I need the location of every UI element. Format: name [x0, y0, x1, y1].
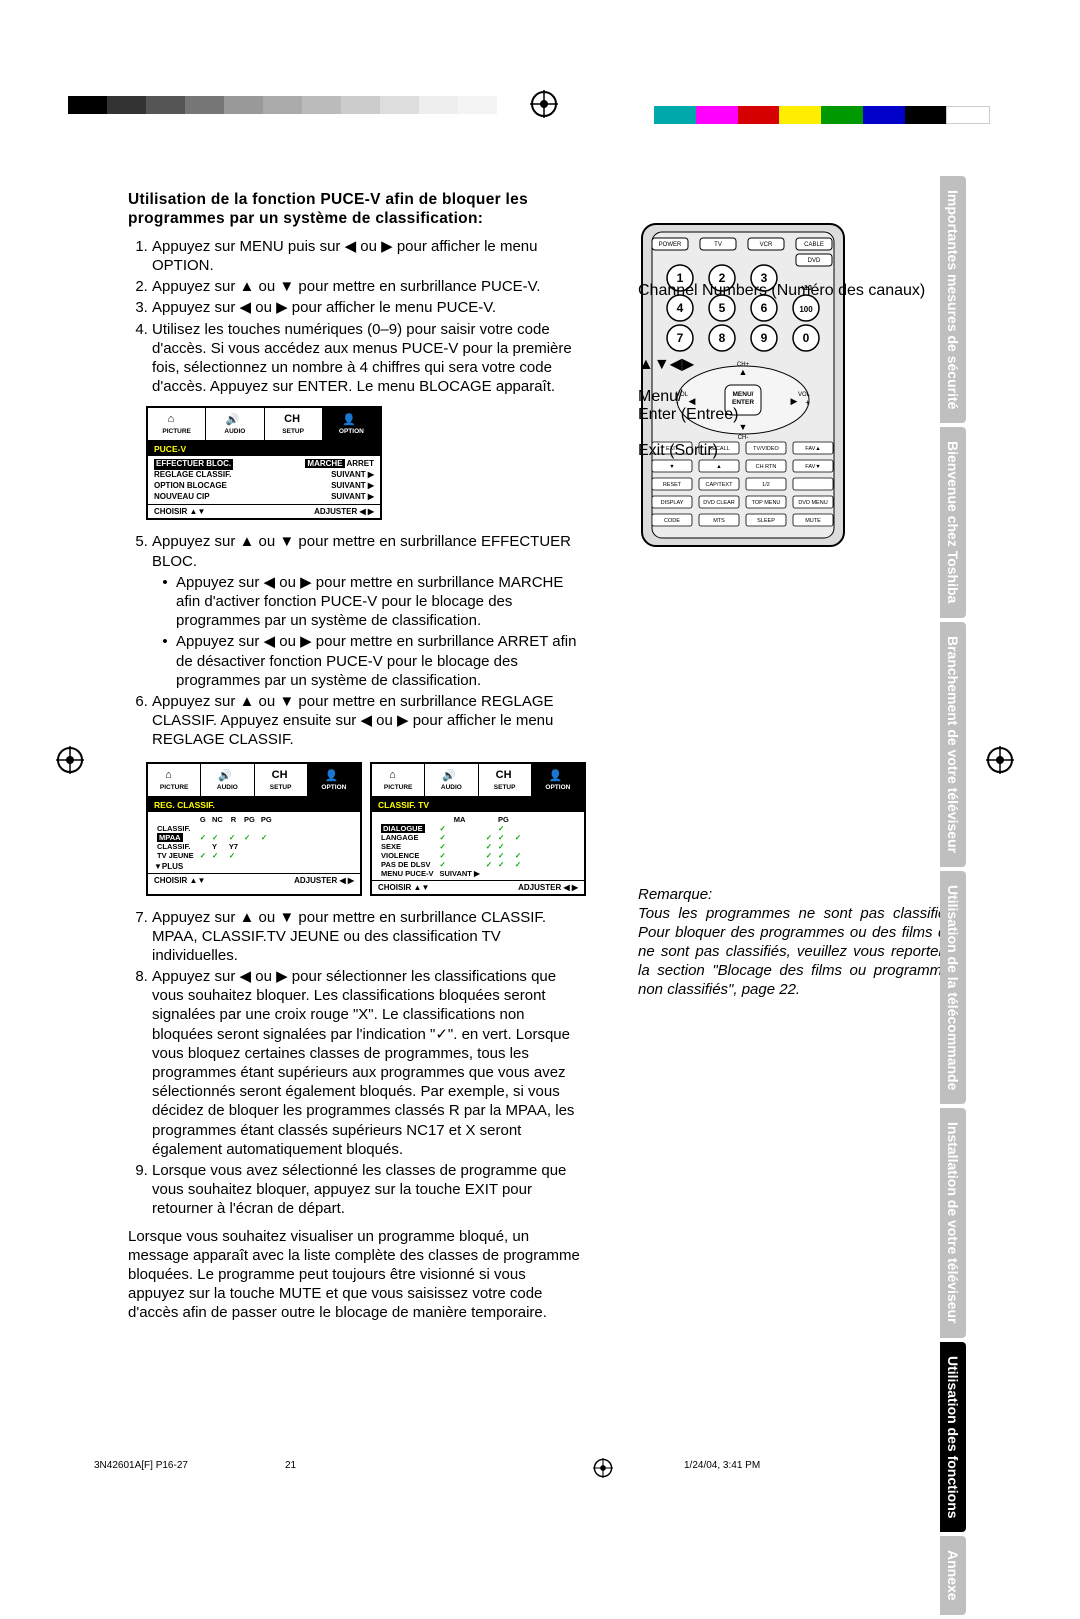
remote-label-menu: Menu/ Enter (Entree): [638, 388, 738, 424]
svg-text:POWER: POWER: [659, 242, 682, 248]
svg-text:FAV▲: FAV▲: [805, 446, 820, 452]
section-heading: Utilisation de la fonction PUCE-V afin d…: [128, 190, 586, 229]
closing-paragraph: Lorsque vous souhaitez visualiser un pro…: [128, 1227, 586, 1323]
svg-text:SLEEP: SLEEP: [757, 518, 775, 524]
osd-menu-reg-classif: ⌂PICTURE🔊AUDIOCHSETUP👤OPTION REG. CLASSI…: [146, 762, 362, 896]
registration-mark-icon: [593, 1458, 613, 1478]
svg-text:100: 100: [799, 305, 813, 314]
page-content: Utilisation de la fonction PUCE-V afin d…: [128, 190, 946, 1322]
svg-text:CODE: CODE: [664, 518, 680, 524]
instruction-list-3: Appuyez sur ▲ ou ▼ pour mettre en surbri…: [128, 908, 586, 1219]
svg-text:6: 6: [761, 301, 768, 315]
remote-label-exit: Exit (Sortir): [638, 442, 718, 460]
remote-control-diagram: POWERTVVCRCABLEDVD 1234561007890+10 MENU…: [638, 220, 848, 550]
chapter-tab: Utilisation de la télécommande: [940, 871, 966, 1104]
remote-label-arrows: ▲▼◀▶: [638, 354, 694, 374]
footer-page-number: 21: [285, 1460, 296, 1471]
chapter-tab: Annexe: [940, 1536, 966, 1615]
remarque-note: Remarque: Tous les programmes ne sont pa…: [638, 886, 958, 999]
color-calibration-bar: [654, 106, 990, 124]
osd-menu-pucev: ⌂PICTURE🔊AUDIOCHSETUP👤OPTION PUCE-V EFFE…: [146, 406, 382, 520]
svg-text:FAV▼: FAV▼: [805, 464, 820, 470]
side-chapter-tabs: Importantes mesures de sécurité Bienvenue…: [940, 176, 996, 1619]
svg-text:7: 7: [677, 331, 684, 345]
svg-text:9: 9: [761, 331, 768, 345]
remote-label-channels: Channel Numbers (Numéro des canaux): [638, 282, 925, 300]
svg-text:MUTE: MUTE: [805, 518, 821, 524]
chapter-tab: Installation de votre téléviseur: [940, 1108, 966, 1338]
grayscale-calibration-bar: [68, 96, 536, 114]
footer-timestamp: 1/24/04, 3:41 PM: [684, 1460, 760, 1471]
svg-text:5: 5: [719, 301, 726, 315]
svg-text:▶: ▶: [791, 396, 798, 406]
svg-text:DVD MENU: DVD MENU: [798, 500, 827, 506]
chapter-tab: Bienvenue chez Toshiba: [940, 427, 966, 617]
svg-text:DVD: DVD: [808, 258, 821, 264]
svg-text:▼: ▼: [739, 422, 748, 432]
chapter-tab: Utilisation des fonctions: [940, 1342, 966, 1533]
svg-text:TOP MENU: TOP MENU: [752, 500, 781, 506]
svg-text:▼: ▼: [669, 464, 674, 470]
svg-text:1/2: 1/2: [762, 482, 770, 488]
registration-mark-icon: [56, 746, 84, 774]
svg-text:0: 0: [803, 331, 810, 345]
osd-title: PUCE-V: [148, 442, 380, 456]
svg-text:CH RTN: CH RTN: [756, 464, 777, 470]
svg-text:+: +: [805, 398, 810, 407]
footer-filename: 3N42601A[F] P16-27: [94, 1460, 188, 1471]
osd-menu-classif-tv: ⌂PICTURE🔊AUDIOCHSETUP👤OPTION CLASSIF. TV…: [370, 762, 586, 896]
instruction-list-2: Appuyez sur ▲ ou ▼ pour mettre en surbri…: [128, 532, 586, 749]
svg-text:▲: ▲: [716, 464, 721, 470]
svg-text:▲: ▲: [739, 367, 748, 377]
svg-text:8: 8: [719, 331, 726, 345]
svg-text:DVD CLEAR: DVD CLEAR: [703, 500, 735, 506]
instruction-list: Appuyez sur MENU puis sur ◀ ou ▶ pour af…: [128, 237, 586, 397]
svg-text:4: 4: [677, 301, 684, 315]
svg-text:DISPLAY: DISPLAY: [661, 500, 684, 506]
svg-text:CAP/TEXT: CAP/TEXT: [706, 482, 734, 488]
svg-text:CH+: CH+: [737, 362, 750, 368]
chapter-tab: Branchement de votre téléviseur: [940, 622, 966, 867]
svg-text:CH-: CH-: [738, 435, 749, 441]
svg-text:RESET: RESET: [663, 482, 682, 488]
svg-text:MTS: MTS: [713, 518, 725, 524]
registration-mark-icon: [530, 90, 558, 118]
svg-text:TV: TV: [714, 242, 722, 248]
svg-text:TV/VIDEO: TV/VIDEO: [753, 446, 779, 452]
chapter-tab: Importantes mesures de sécurité: [940, 176, 966, 423]
svg-text:VCR: VCR: [760, 242, 773, 248]
svg-text:CABLE: CABLE: [804, 242, 824, 248]
